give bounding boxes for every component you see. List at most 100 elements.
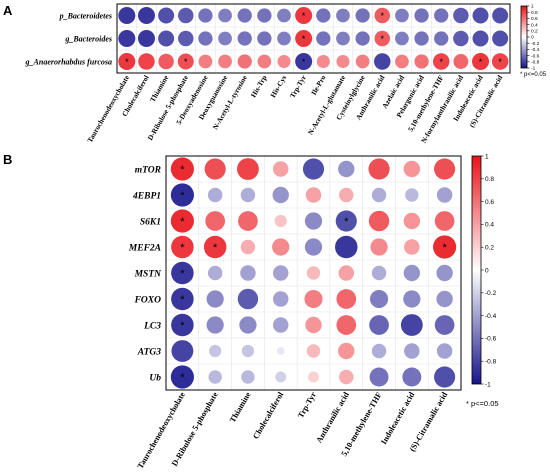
significance-star: * [184,57,188,67]
colorbar-tick-label: -0.2 [531,41,540,47]
correlation-circle [138,53,155,70]
significance-star: * [439,57,443,67]
correlation-circle [371,343,387,359]
significance-star: * [442,242,447,254]
correlation-circle [434,211,455,231]
correlation-circle [316,31,331,46]
correlation-circle [277,8,291,23]
correlation-circle [400,314,423,336]
correlation-circle [335,235,358,259]
correlation-circle [295,29,313,48]
correlation-circle [241,370,255,384]
row-label: LC3 [143,321,161,331]
column-label: (S)-Citramalic acid [408,390,450,453]
significance-star: * [302,11,306,21]
correlation-circle [272,161,289,177]
correlation-circle [237,8,252,23]
significance-star: * [180,216,185,228]
colorbar-tick-label: -1 [531,66,536,72]
colorbar-tick-label: -0.6 [485,336,497,343]
colorbar-tick-label: 0.6 [531,16,538,22]
row-label: p_Bacteroidetes [59,11,112,20]
correlation-circle [238,211,258,231]
colorbar-tick-label: -0.6 [531,53,540,59]
column-label: His-Cys [269,74,288,99]
colorbar-tick-label: 0.4 [531,22,538,28]
significance-star: * [381,11,385,21]
correlation-circle [295,52,313,71]
correlation-circle [404,239,420,255]
correlation-circle [453,54,469,69]
correlation-circle [171,235,194,259]
correlation-circle [436,187,453,203]
correlation-circle [472,30,489,47]
correlation-circle [206,316,224,334]
colorbar-tick-label: 0.4 [485,222,494,229]
correlation-circle [158,30,175,47]
correlation-circle [355,31,370,46]
correlation-circle [295,6,313,25]
row-label: g_Bacteroides [64,34,112,43]
correlation-circle [237,31,252,46]
significance-star: * [344,216,349,228]
correlation-circle [316,54,330,69]
correlation-circle [403,264,421,282]
correlation-circle [171,261,194,285]
correlation-circle [274,214,287,228]
correlation-circle [171,340,194,362]
significance-star: * [180,372,185,384]
correlation-circle [338,265,355,281]
column-label: 5,10-methylene-THF [407,73,446,133]
correlation-circle [304,212,323,230]
correlation-circle [137,6,155,25]
significance-note: * p<=0.05 [520,72,547,78]
colorbar-tick-label: 0 [531,35,534,41]
correlation-circle [369,367,389,387]
correlation-circle [371,187,387,203]
colorbar-tick-label: 1 [485,153,489,160]
correlation-circle [371,265,387,281]
plot-border [116,3,511,74]
significance-star: * [180,242,185,254]
column-label: Trp-Tyr [296,390,318,419]
row-label: mTOR [135,165,161,175]
column-label: Thiamine [149,74,171,104]
colorbar-tick-label: 0 [485,267,489,274]
correlation-circle [276,347,285,355]
correlation-circle [339,369,354,385]
correlation-circle [275,371,287,383]
correlation-circle [304,238,323,256]
colorbar-tick-label: 0.6 [485,199,494,206]
correlation-circle [403,290,421,308]
correlation-circle [472,7,489,24]
correlation-circle [395,54,409,69]
correlation-circle [272,265,289,281]
colorbar-tick-label: -0.8 [485,358,497,365]
correlation-circle [436,343,453,359]
correlation-circle [206,290,224,308]
correlation-circle [405,188,419,202]
correlation-circle [414,54,429,69]
significance-star: * [125,57,129,67]
significance-note: * p<=0.05 [466,399,499,408]
correlation-circle [316,8,331,23]
correlation-circle [118,6,136,25]
column-label: Anthranilic acid [315,390,352,444]
correlation-circle [158,7,175,24]
correlation-circle [198,54,213,69]
correlation-circle [336,54,350,69]
correlation-circle [171,287,194,311]
correlation-circle [240,239,256,255]
correlation-circle [237,158,259,180]
correlation-circle [374,7,390,24]
correlation-circle [177,53,194,70]
colorbar [520,5,528,69]
correlation-circle [272,238,290,256]
correlation-circle [240,187,256,203]
correlation-circle [370,238,388,256]
correlation-circle [118,52,136,71]
correlation-circle [403,212,421,230]
correlation-circle [472,52,490,71]
panel-a-letter: A [3,3,13,18]
row-label: S6K1 [140,217,161,227]
